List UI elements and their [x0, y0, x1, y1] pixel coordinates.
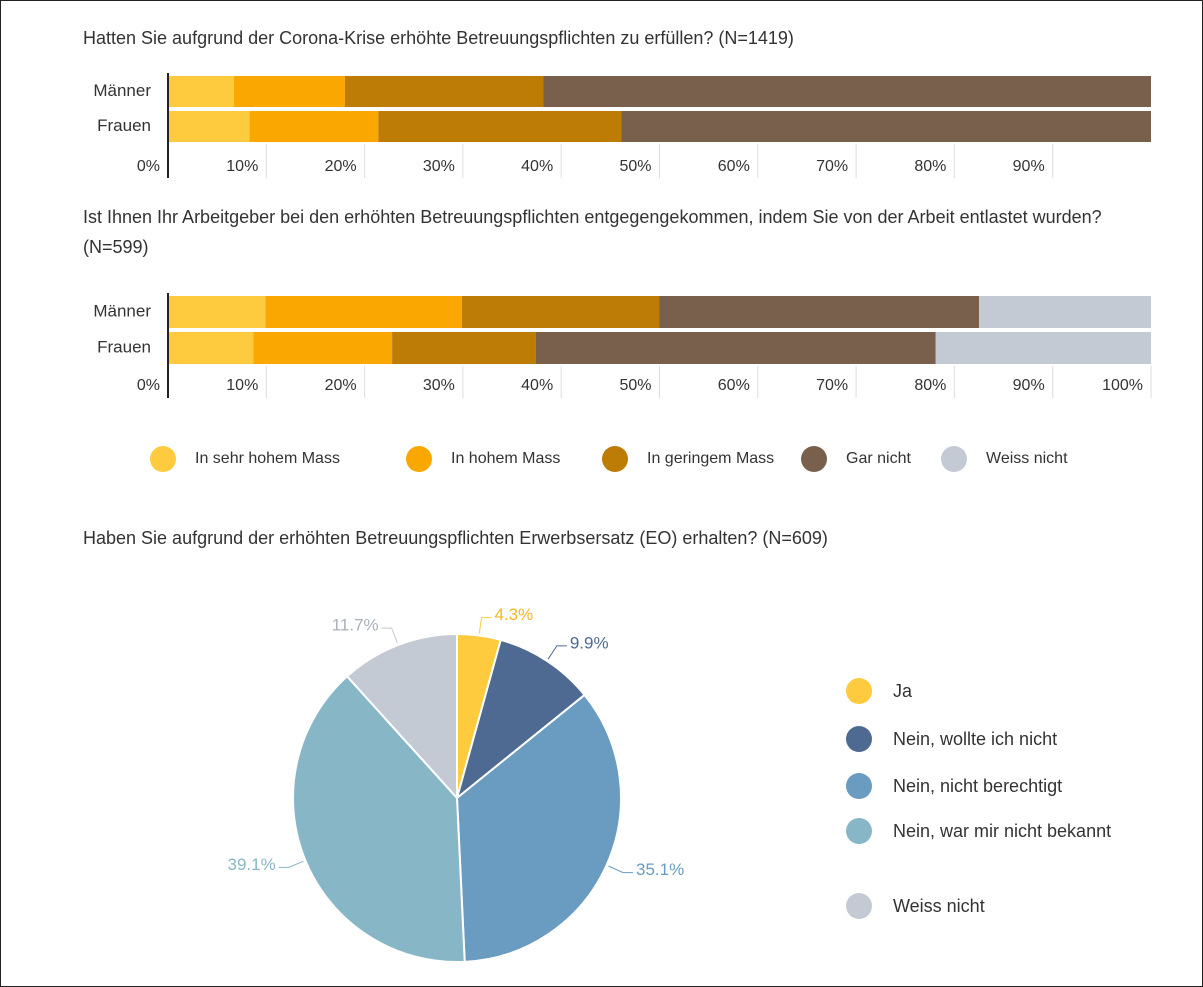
x-tick-label: 20% — [325, 158, 357, 175]
legend-label: Nein, wollte ich nicht — [893, 729, 1058, 749]
bar-segment — [249, 111, 379, 142]
leader-line — [278, 860, 304, 868]
bar-segment — [168, 332, 254, 364]
bar-segment — [378, 111, 622, 142]
x-tick-label: 0% — [137, 158, 160, 175]
legend-label: In sehr hohem Mass — [195, 450, 340, 467]
chart-title: Haben Sie aufgrund der erhöhten Betreuun… — [83, 528, 828, 548]
legend-swatch — [846, 893, 872, 919]
category-label: Frauen — [97, 337, 151, 356]
data-label: 11.7% — [332, 616, 379, 635]
bar-segment — [168, 296, 266, 328]
x-tick-label: 80% — [914, 377, 946, 394]
legend-label: In geringem Mass — [647, 450, 774, 467]
x-tick-label: 10% — [226, 377, 258, 394]
legend-swatch — [846, 726, 872, 752]
pie-slice — [455, 638, 586, 801]
x-tick-label: 40% — [521, 158, 553, 175]
pie-slice — [455, 693, 622, 963]
legend-swatch — [150, 446, 176, 472]
x-tick-label: 100% — [1102, 377, 1143, 394]
bar-segment — [265, 296, 462, 328]
legend-label: Ja — [893, 681, 913, 701]
pie-slice — [292, 674, 466, 963]
data-label: 9.9% — [570, 633, 609, 652]
data-label: 4.3% — [494, 605, 533, 624]
bar-segment — [543, 76, 1151, 107]
x-tick-label: 50% — [619, 377, 651, 394]
x-tick-label: 10% — [226, 158, 258, 175]
leader-line — [608, 865, 634, 874]
legend-swatch — [941, 446, 967, 472]
legend-swatch — [846, 678, 872, 704]
legend-label: Gar nicht — [846, 450, 911, 467]
x-tick-label: 40% — [521, 377, 553, 394]
x-tick-label: 30% — [423, 377, 455, 394]
x-tick-label: 70% — [816, 158, 848, 175]
legend-label: Nein, war mir nicht bekannt — [893, 821, 1112, 841]
bar-segment — [461, 296, 660, 328]
bar-segment — [344, 76, 544, 107]
bar-segment — [168, 76, 234, 107]
leader-line — [478, 617, 492, 634]
legend-label: Weiss nicht — [893, 896, 985, 916]
bar-segment — [392, 332, 536, 364]
bar-segment — [621, 111, 1151, 142]
legend-swatch — [801, 446, 827, 472]
category-label: Männer — [93, 81, 151, 100]
category-label: Männer — [93, 301, 151, 320]
legend-swatch — [602, 446, 628, 472]
chart-title: Ist Ihnen Ihr Arbeitgeber bei den erhöht… — [83, 207, 1102, 257]
bar-segment — [978, 296, 1151, 328]
x-tick-label: 60% — [718, 377, 750, 394]
bar-segment — [935, 332, 1151, 364]
x-tick-label: 50% — [619, 158, 651, 175]
bar-segment — [168, 111, 250, 142]
pie-slice — [345, 632, 458, 801]
bar-segment — [535, 332, 936, 364]
x-tick-label: 20% — [325, 377, 357, 394]
legend-swatch — [846, 818, 872, 844]
data-label: 35.1% — [636, 860, 684, 879]
data-label: 39.1% — [228, 855, 276, 874]
chart-title: Hatten Sie aufgrund der Corona-Krise erh… — [83, 28, 794, 48]
x-tick-label: 0% — [137, 377, 160, 394]
legend-label: Nein, nicht berechtigt — [893, 776, 1063, 796]
legend-label: Weiss nicht — [986, 450, 1068, 467]
category-label: Frauen — [97, 116, 151, 135]
legend-label: In hohem Mass — [451, 450, 560, 467]
x-tick-label: 30% — [423, 158, 455, 175]
bar-segment — [659, 296, 979, 328]
x-tick-label: 90% — [1013, 377, 1045, 394]
legend-swatch — [846, 773, 872, 799]
bar-segment — [233, 76, 345, 107]
leader-line — [381, 627, 398, 644]
leader-line — [547, 645, 567, 660]
x-tick-label: 90% — [1013, 158, 1045, 175]
bar-segment — [253, 332, 393, 364]
x-tick-label: 60% — [718, 158, 750, 175]
x-tick-label: 80% — [914, 158, 946, 175]
x-tick-label: 70% — [816, 377, 848, 394]
legend-swatch — [406, 446, 432, 472]
